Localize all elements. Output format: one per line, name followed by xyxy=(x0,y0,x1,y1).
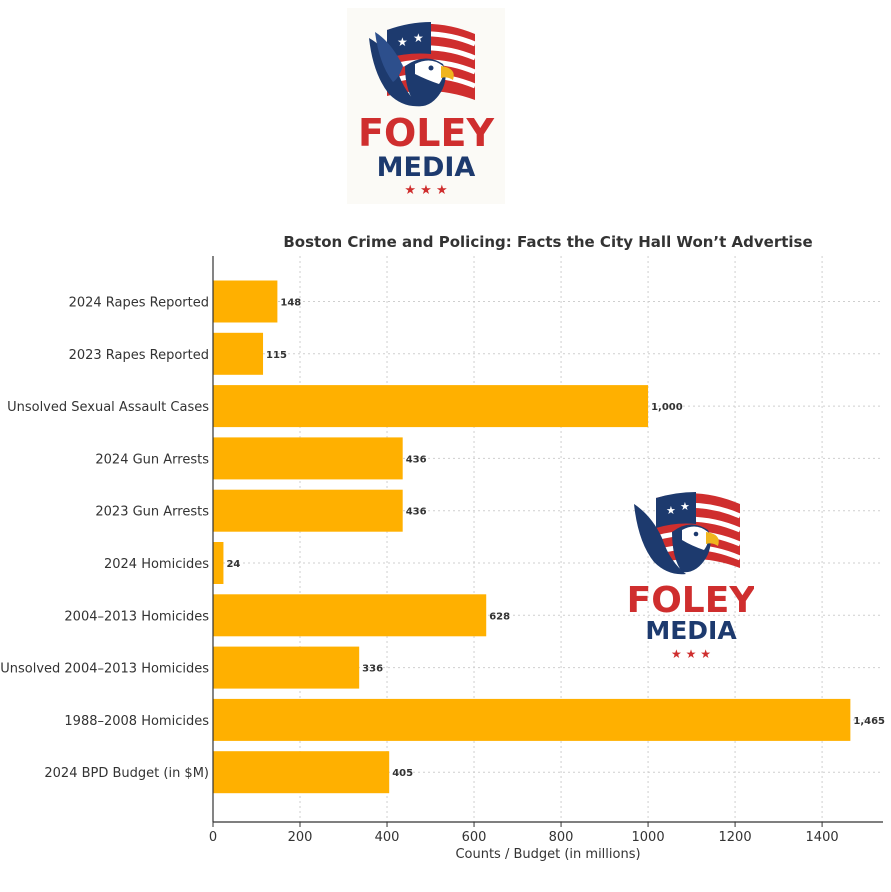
brand-line1: FOLEY xyxy=(358,111,494,155)
category-label: 2023 Rapes Reported xyxy=(69,348,209,363)
foley-media-watermark: ★ ★ FOLEY MEDIA ★ ★ ★ xyxy=(628,488,754,666)
category-labels: 2024 Rapes Reported 2023 Rapes Reported Un… xyxy=(0,296,209,782)
chart-title: Boston Crime and Policing: Facts the Cit… xyxy=(283,233,812,251)
bar xyxy=(213,332,264,375)
category-label: 1988–2008 Homicides xyxy=(64,714,209,729)
svg-text:★: ★ xyxy=(666,504,676,517)
category-label: 2004–2013 Homicides xyxy=(64,609,209,624)
x-tick-label: 800 xyxy=(549,830,574,845)
svg-text:★: ★ xyxy=(413,31,424,45)
bar xyxy=(213,751,390,794)
category-label: Unsolved Sexual Assault Cases xyxy=(7,400,209,415)
watermark-eagle-icon xyxy=(634,504,719,575)
x-tick-label: 0 xyxy=(209,830,217,845)
bar xyxy=(213,280,278,323)
brand-line2: MEDIA xyxy=(377,152,476,183)
x-tick-label: 400 xyxy=(375,830,400,845)
bar xyxy=(213,698,851,741)
logo-stars: ★ ★ ★ xyxy=(404,183,447,198)
bar xyxy=(213,489,403,532)
category-label: 2024 Homicides xyxy=(104,557,209,572)
category-label: 2024 Gun Arrests xyxy=(95,452,209,467)
value-label: 1,465 xyxy=(853,716,885,727)
bars xyxy=(213,280,851,794)
bar xyxy=(213,437,403,480)
value-label: 628 xyxy=(489,611,510,622)
bar xyxy=(213,385,649,428)
watermark-brand-line2: MEDIA xyxy=(645,616,737,645)
value-label: 24 xyxy=(226,559,240,570)
x-tick-label: 1000 xyxy=(632,830,665,845)
x-tick-label: 1200 xyxy=(719,830,752,845)
svg-text:★: ★ xyxy=(397,35,408,49)
value-label: 1,000 xyxy=(651,402,683,413)
category-label: Unsolved 2004–2013 Homicides xyxy=(0,662,209,677)
x-tick-label: 600 xyxy=(462,830,487,845)
svg-text:★: ★ xyxy=(680,500,690,513)
value-label: 436 xyxy=(406,507,427,518)
x-tick-label: 200 xyxy=(288,830,313,845)
category-label: 2024 BPD Budget (in $M) xyxy=(44,766,209,781)
watermark-brand-line1: FOLEY xyxy=(628,580,754,621)
category-label: 2024 Rapes Reported xyxy=(69,296,209,311)
x-tick-label: 1400 xyxy=(806,830,839,845)
foley-media-logo: ★ ★ FOLEY MEDIA ★ ★ ★ xyxy=(347,8,505,204)
value-labels: 148 115 1,000 436 436 24 628 336 1,465 405 xyxy=(226,298,885,780)
value-label: 405 xyxy=(392,768,413,779)
bar xyxy=(213,594,487,637)
value-label: 148 xyxy=(280,298,301,309)
watermark-stars: ★ ★ ★ xyxy=(671,647,711,661)
value-label: 336 xyxy=(362,664,383,675)
value-label: 115 xyxy=(266,350,287,361)
eagle-icon xyxy=(369,32,454,107)
value-label: 436 xyxy=(406,454,427,465)
x-tick-labels: 0 200 400 600 800 1000 1200 1400 xyxy=(209,822,839,845)
bar xyxy=(213,646,360,689)
x-axis-label: Counts / Budget (in millions) xyxy=(455,847,640,862)
category-label: 2023 Gun Arrests xyxy=(95,505,209,520)
bar xyxy=(213,542,224,584)
